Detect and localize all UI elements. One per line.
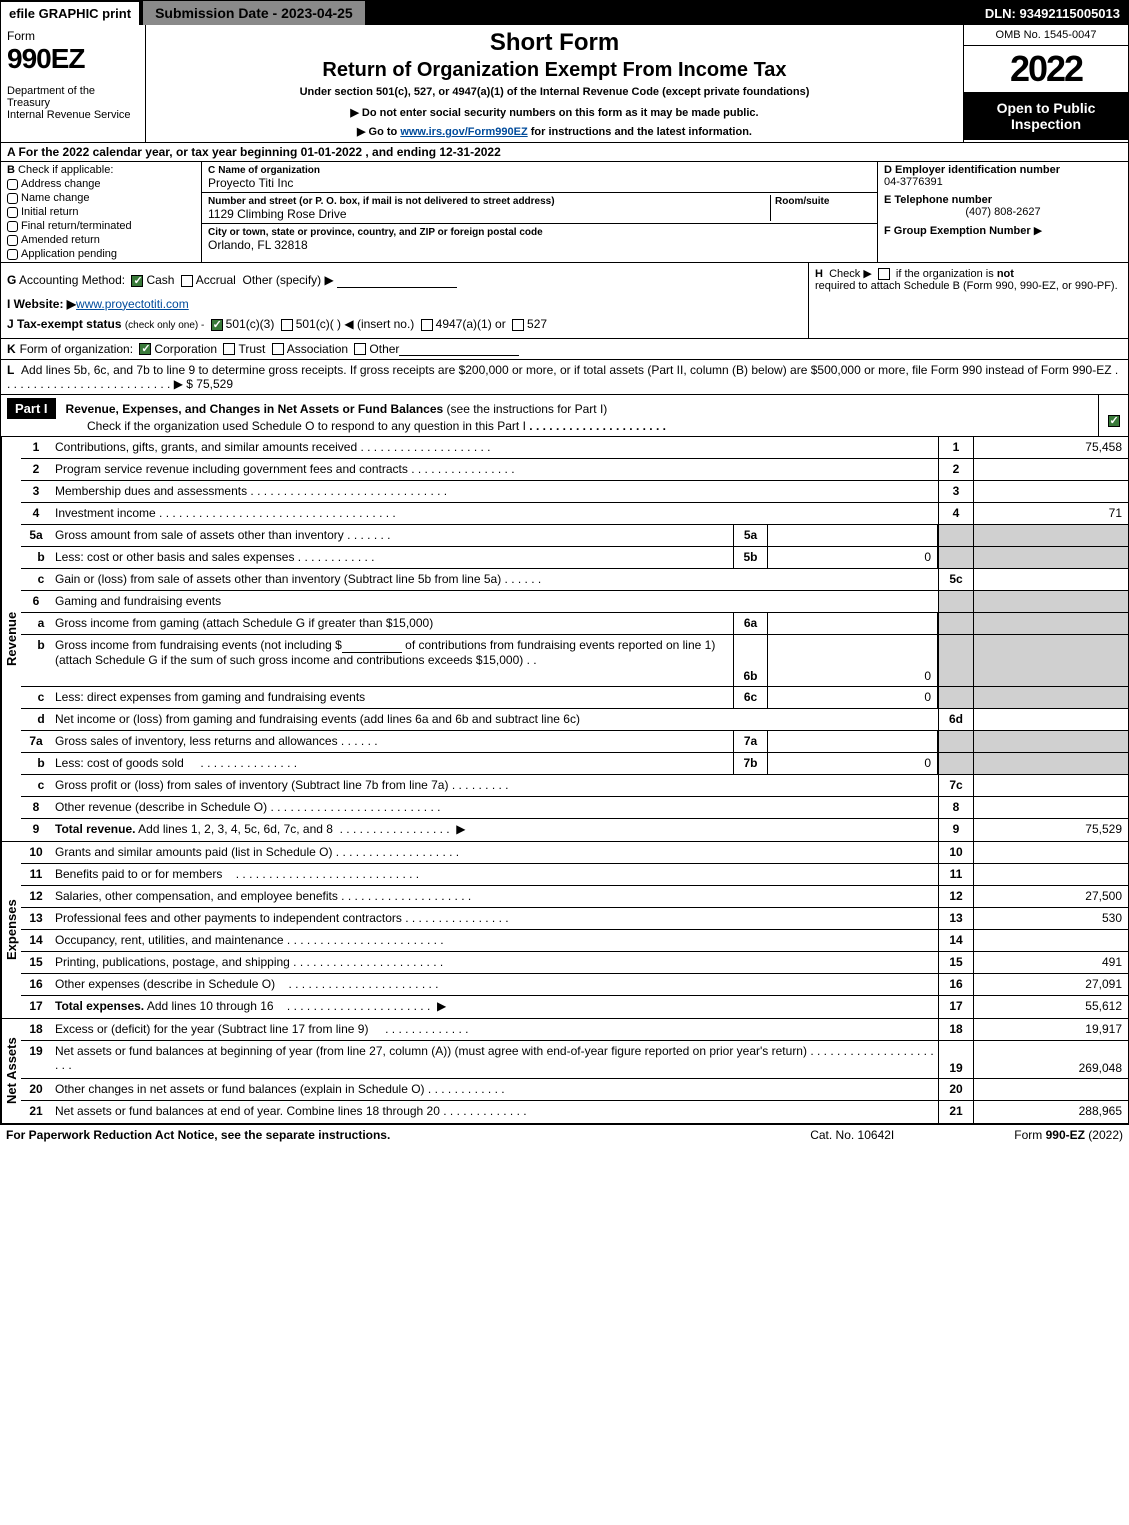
line-1-value: 75,458: [973, 437, 1128, 458]
line-7c-value: [973, 775, 1128, 796]
chk-527[interactable]: [512, 319, 524, 331]
section-b: B Check if applicable: Address change Na…: [1, 162, 202, 262]
section-l: L Add lines 5b, 6c, and 7b to line 9 to …: [1, 360, 1128, 395]
line-6d-value: [973, 709, 1128, 730]
ein: 04-3776391: [884, 176, 943, 188]
form-word: Form: [7, 29, 139, 43]
cat-no: Cat. No. 10642I: [810, 1128, 894, 1142]
line-19-value: 269,048: [973, 1041, 1128, 1078]
line-11-value: [973, 864, 1128, 885]
chk-initial-return[interactable]: [7, 207, 18, 218]
line-7b-value: 0: [768, 753, 938, 774]
line-17-value: 55,612: [973, 996, 1128, 1018]
chk-trust[interactable]: [223, 343, 235, 355]
under-section: Under section 501(c), 527, or 4947(a)(1)…: [150, 86, 959, 98]
chk-amended-return[interactable]: [7, 235, 18, 246]
chk-cash[interactable]: [131, 275, 143, 287]
line-20-value: [973, 1079, 1128, 1100]
short-form-title: Short Form: [150, 29, 959, 57]
gross-receipts: $ 75,529: [186, 377, 233, 391]
submission-date: Submission Date - 2023-04-25: [143, 1, 365, 25]
line-5a-value: [768, 525, 938, 546]
line-21-value: 288,965: [973, 1101, 1128, 1123]
chk-application-pending[interactable]: [7, 249, 18, 260]
info-block: B Check if applicable: Address change Na…: [1, 162, 1128, 263]
expenses-section: Expenses 10Grants and similar amounts pa…: [1, 842, 1128, 1019]
chk-address-change[interactable]: [7, 179, 18, 190]
line-15-value: 491: [973, 952, 1128, 973]
chk-schedule-b[interactable]: [878, 268, 890, 280]
omb-number: OMB No. 1545-0047: [964, 25, 1128, 46]
line-16-value: 27,091: [973, 974, 1128, 995]
return-title: Return of Organization Exempt From Incom…: [150, 59, 959, 82]
ssn-note: ▶ Do not enter social security numbers o…: [150, 106, 959, 119]
line-2-value: [973, 459, 1128, 480]
top-bar: efile GRAPHIC print Submission Date - 20…: [1, 1, 1128, 25]
chk-final-return[interactable]: [7, 221, 18, 232]
chk-schedule-o-part1[interactable]: [1108, 415, 1120, 427]
org-address: 1129 Climbing Rose Drive: [208, 207, 347, 221]
form-990ez: efile GRAPHIC print Submission Date - 20…: [0, 0, 1129, 1125]
line-6a-value: [768, 613, 938, 634]
chk-other-org[interactable]: [354, 343, 366, 355]
section-def: D Employer identification number04-37763…: [878, 162, 1128, 262]
line-9-value: 75,529: [973, 819, 1128, 841]
line-8-value: [973, 797, 1128, 818]
section-k: K Form of organization: Corporation Trus…: [1, 339, 1128, 360]
dept-label: Department of the Treasury Internal Reve…: [7, 85, 139, 121]
dln: DLN: 93492115005013: [977, 2, 1128, 25]
line-5b-value: 0: [768, 547, 938, 568]
chk-corporation[interactable]: [139, 343, 151, 355]
chk-accrual[interactable]: [181, 275, 193, 287]
chk-4947[interactable]: [421, 319, 433, 331]
line-6c-value: 0: [768, 687, 938, 708]
line-3-value: [973, 481, 1128, 502]
netassets-section: Net Assets 18Excess or (deficit) for the…: [1, 1019, 1128, 1124]
line-10-value: [973, 842, 1128, 863]
goto-line: ▶ Go to www.irs.gov/Form990EZ for instru…: [150, 125, 959, 138]
line-4-value: 71: [973, 503, 1128, 524]
form-number: 990EZ: [7, 43, 139, 75]
revenue-section: Revenue 1Contributions, gifts, grants, a…: [1, 437, 1128, 842]
line-5c-value: [973, 569, 1128, 590]
line-12-value: 27,500: [973, 886, 1128, 907]
website-link[interactable]: www.proyectotiti.com: [76, 297, 189, 311]
efile-label: efile GRAPHIC print: [1, 2, 139, 25]
section-a: A For the 2022 calendar year, or tax yea…: [1, 143, 1128, 162]
page-footer: For Paperwork Reduction Act Notice, see …: [0, 1125, 1129, 1145]
line-18-value: 19,917: [973, 1019, 1128, 1040]
irs-link[interactable]: www.irs.gov/Form990EZ: [400, 126, 527, 138]
chk-association[interactable]: [272, 343, 284, 355]
org-name: Proyecto Titi Inc: [208, 176, 293, 190]
chk-name-change[interactable]: [7, 193, 18, 204]
part-1-header: Part I Revenue, Expenses, and Changes in…: [1, 395, 1128, 437]
line-13-value: 530: [973, 908, 1128, 929]
phone: (407) 808-2627: [884, 206, 1122, 218]
line-7a-value: [768, 731, 938, 752]
section-c: C Name of organization Proyecto Titi Inc…: [202, 162, 878, 262]
chk-501c[interactable]: [281, 319, 293, 331]
gh-row: G Accounting Method: Cash Accrual Other …: [1, 263, 1128, 339]
tax-year: 2022: [964, 46, 1128, 92]
line-14-value: [973, 930, 1128, 951]
form-header: Form 990EZ Department of the Treasury In…: [1, 25, 1128, 143]
org-city: Orlando, FL 32818: [208, 238, 308, 252]
line-6b-value: 0: [768, 635, 938, 686]
open-inspection: Open to Public Inspection: [964, 92, 1128, 140]
chk-501c3[interactable]: [211, 319, 223, 331]
